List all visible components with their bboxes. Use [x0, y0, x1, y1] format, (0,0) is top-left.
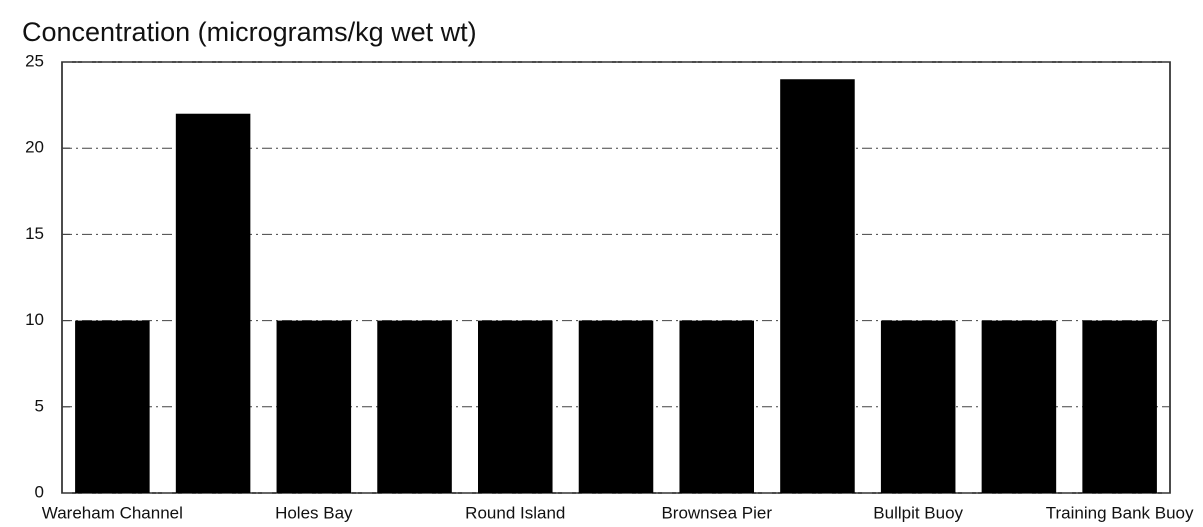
x-tick-label: Bullpit Buoy	[873, 503, 963, 522]
y-tick-label: 10	[25, 310, 44, 329]
bar	[175, 113, 251, 493]
x-tick-label: Brownsea Pier	[661, 503, 772, 522]
y-tick-label: 20	[25, 138, 44, 157]
bar	[1082, 320, 1157, 493]
bar	[276, 320, 352, 493]
y-tick-label: 15	[25, 224, 44, 243]
x-tick-label: Training Bank Buoy	[1046, 503, 1194, 522]
bar	[75, 320, 150, 493]
bar	[478, 320, 553, 493]
y-tick-label: 0	[35, 482, 44, 501]
bar	[981, 320, 1057, 493]
y-tick-label: 5	[35, 396, 44, 415]
x-tick-label: Holes Bay	[275, 503, 353, 522]
y-tick-label: 25	[25, 51, 44, 70]
x-tick-label: Wareham Channel	[42, 503, 183, 522]
chart-title: Concentration (micrograms/kg wet wt)	[22, 17, 477, 47]
x-tick-label: Round Island	[465, 503, 565, 522]
bar	[780, 79, 855, 494]
bar	[377, 320, 452, 493]
bar	[880, 320, 956, 493]
bar	[679, 320, 754, 493]
bar	[578, 320, 654, 493]
